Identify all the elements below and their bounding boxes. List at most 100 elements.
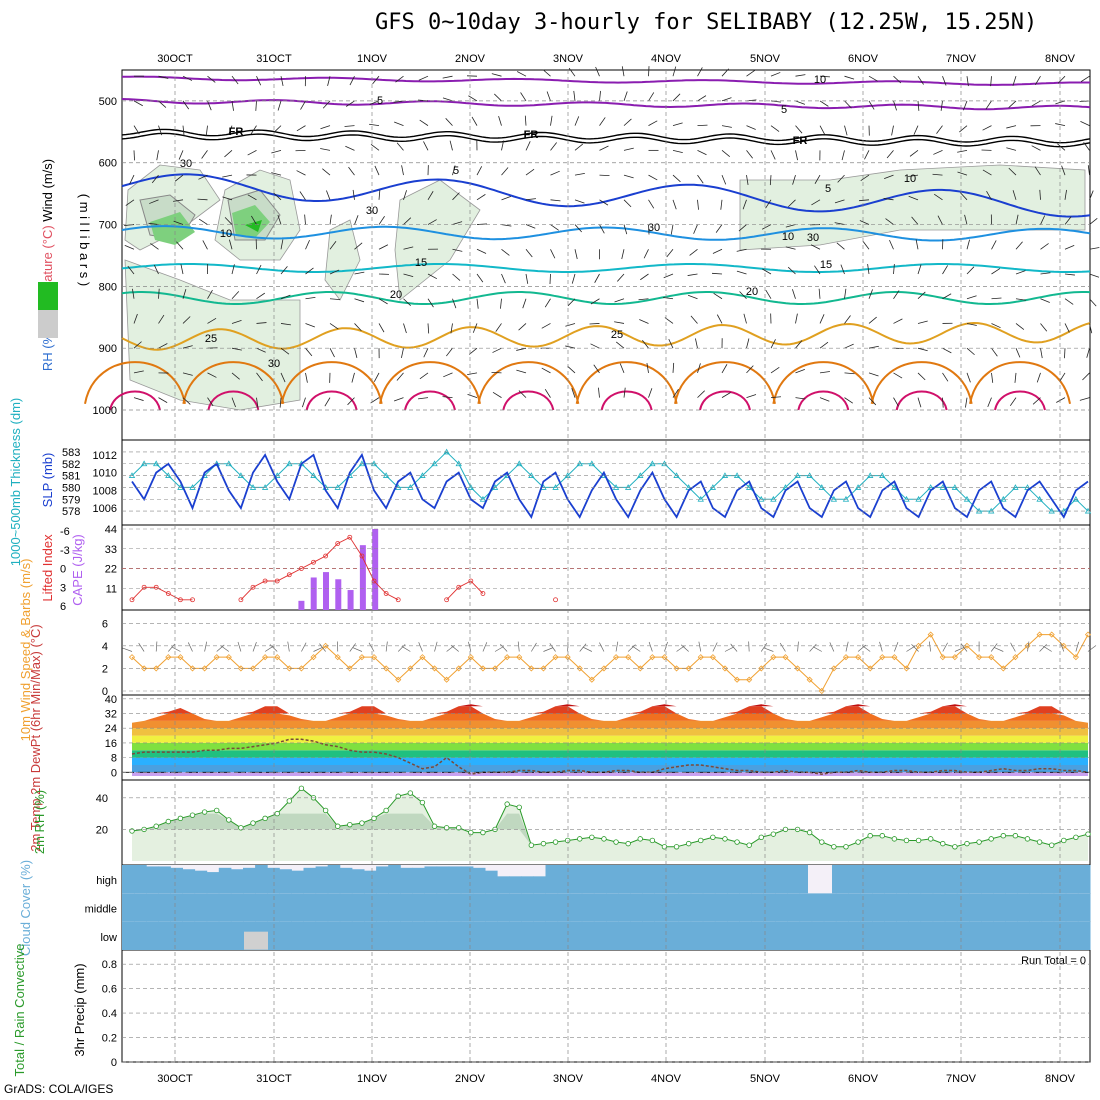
wind-barb [1083, 142, 1090, 151]
wind-barb [385, 641, 388, 652]
wind-barb [893, 372, 903, 379]
thickness-point [649, 460, 656, 467]
wind-barb [1009, 397, 1017, 407]
wind-barb [500, 643, 508, 652]
wind-barb [787, 266, 796, 275]
temp-contour-35 [305, 390, 358, 411]
cloud-cell [1053, 865, 1067, 894]
wind-barb [982, 169, 992, 176]
wind-barb [917, 264, 922, 275]
wind-barb [834, 222, 845, 225]
wind-barb [770, 100, 781, 103]
wind-barb [1032, 397, 1041, 405]
wind-barb [1040, 348, 1043, 359]
wind-barb [598, 387, 600, 398]
wind-barb [158, 125, 163, 136]
pressure-tick-label: 500 [99, 96, 117, 108]
rh-point [1048, 842, 1055, 848]
wind-speed-point [794, 665, 801, 672]
rh-point [552, 839, 559, 845]
cloud-cell [460, 893, 474, 922]
cloud-cell [606, 921, 619, 950]
cloud-cell [327, 893, 341, 922]
wind-barb [668, 338, 674, 349]
wind-barb [525, 141, 531, 151]
li-point [238, 597, 244, 603]
contour-label: 25 [611, 329, 623, 341]
wind-barb [525, 249, 533, 258]
wind-barb [1080, 121, 1090, 126]
date-label-bottom: 31OCT [256, 1073, 292, 1085]
wind-barb [322, 168, 331, 176]
contour-label: 10 [220, 228, 232, 240]
wind-barb [345, 100, 355, 107]
wind-speed-point [286, 665, 293, 672]
temp-contour-30 [477, 361, 580, 404]
wind-barb [885, 218, 894, 225]
wind-barb [770, 396, 781, 399]
wind-barb [124, 244, 135, 250]
date-label-top: 7NOV [946, 53, 977, 65]
cloud-cell [678, 865, 692, 894]
wind-barb [494, 646, 504, 652]
wind-speed-point [564, 654, 571, 661]
cloud-cell [267, 893, 280, 922]
wind-barb [736, 270, 747, 275]
cloud-cell [630, 865, 643, 894]
wind-barb [401, 348, 404, 359]
wind-barb [280, 76, 284, 87]
cloud-cell [823, 921, 837, 950]
wind-barb [468, 641, 472, 652]
li-tick: -6 [60, 526, 70, 538]
wind-barb [148, 222, 159, 225]
cloud-cell [134, 921, 147, 950]
wind-barb [819, 125, 826, 135]
wind-barb [648, 66, 650, 77]
wind-barb [345, 145, 355, 151]
cloud-cell [182, 893, 196, 922]
cloud-cell [460, 866, 474, 894]
wind-barb [1064, 244, 1075, 250]
wind-barb [403, 323, 407, 334]
wind-barb [182, 372, 193, 376]
wind-barb [765, 199, 772, 209]
cloud-cell [654, 865, 667, 894]
wind-barb [403, 273, 414, 277]
wind-barb [544, 298, 551, 308]
wind-barb [942, 293, 952, 300]
wind-speed-point [516, 654, 523, 661]
wind-barb [369, 100, 380, 105]
wind-barb [171, 646, 181, 652]
wind-speed-point [213, 654, 220, 661]
wind-barb [198, 174, 208, 180]
wind-barb [1055, 100, 1066, 105]
cloud-cell [1041, 921, 1055, 950]
wind-barb [623, 174, 634, 179]
wind-barb [574, 172, 585, 176]
wind-barb [550, 224, 559, 231]
cloud-cell [835, 865, 849, 894]
cloud-cell [920, 893, 934, 922]
cloud-cell [206, 893, 220, 922]
cloud-cell [424, 921, 438, 950]
rh-point [480, 829, 486, 836]
wind-barb [445, 118, 453, 126]
wind-barb [491, 73, 502, 77]
wind-speed-point [467, 654, 474, 661]
wind-barb [205, 125, 208, 136]
temp-contour-35 [895, 390, 948, 411]
cloud-cell [848, 865, 861, 894]
wind-barb [574, 116, 580, 126]
wind-speed-point [201, 665, 208, 672]
wind-barb [550, 115, 553, 126]
wind-barb [476, 248, 487, 254]
wind-barb [672, 122, 683, 127]
cloud-cell [472, 893, 486, 922]
wind-barb [712, 642, 718, 652]
wind-barb [697, 174, 704, 184]
precip-tick: 0.4 [102, 1008, 117, 1020]
wind-barb [619, 363, 625, 374]
wind-barb [549, 643, 556, 652]
wind-barb [1086, 348, 1090, 358]
